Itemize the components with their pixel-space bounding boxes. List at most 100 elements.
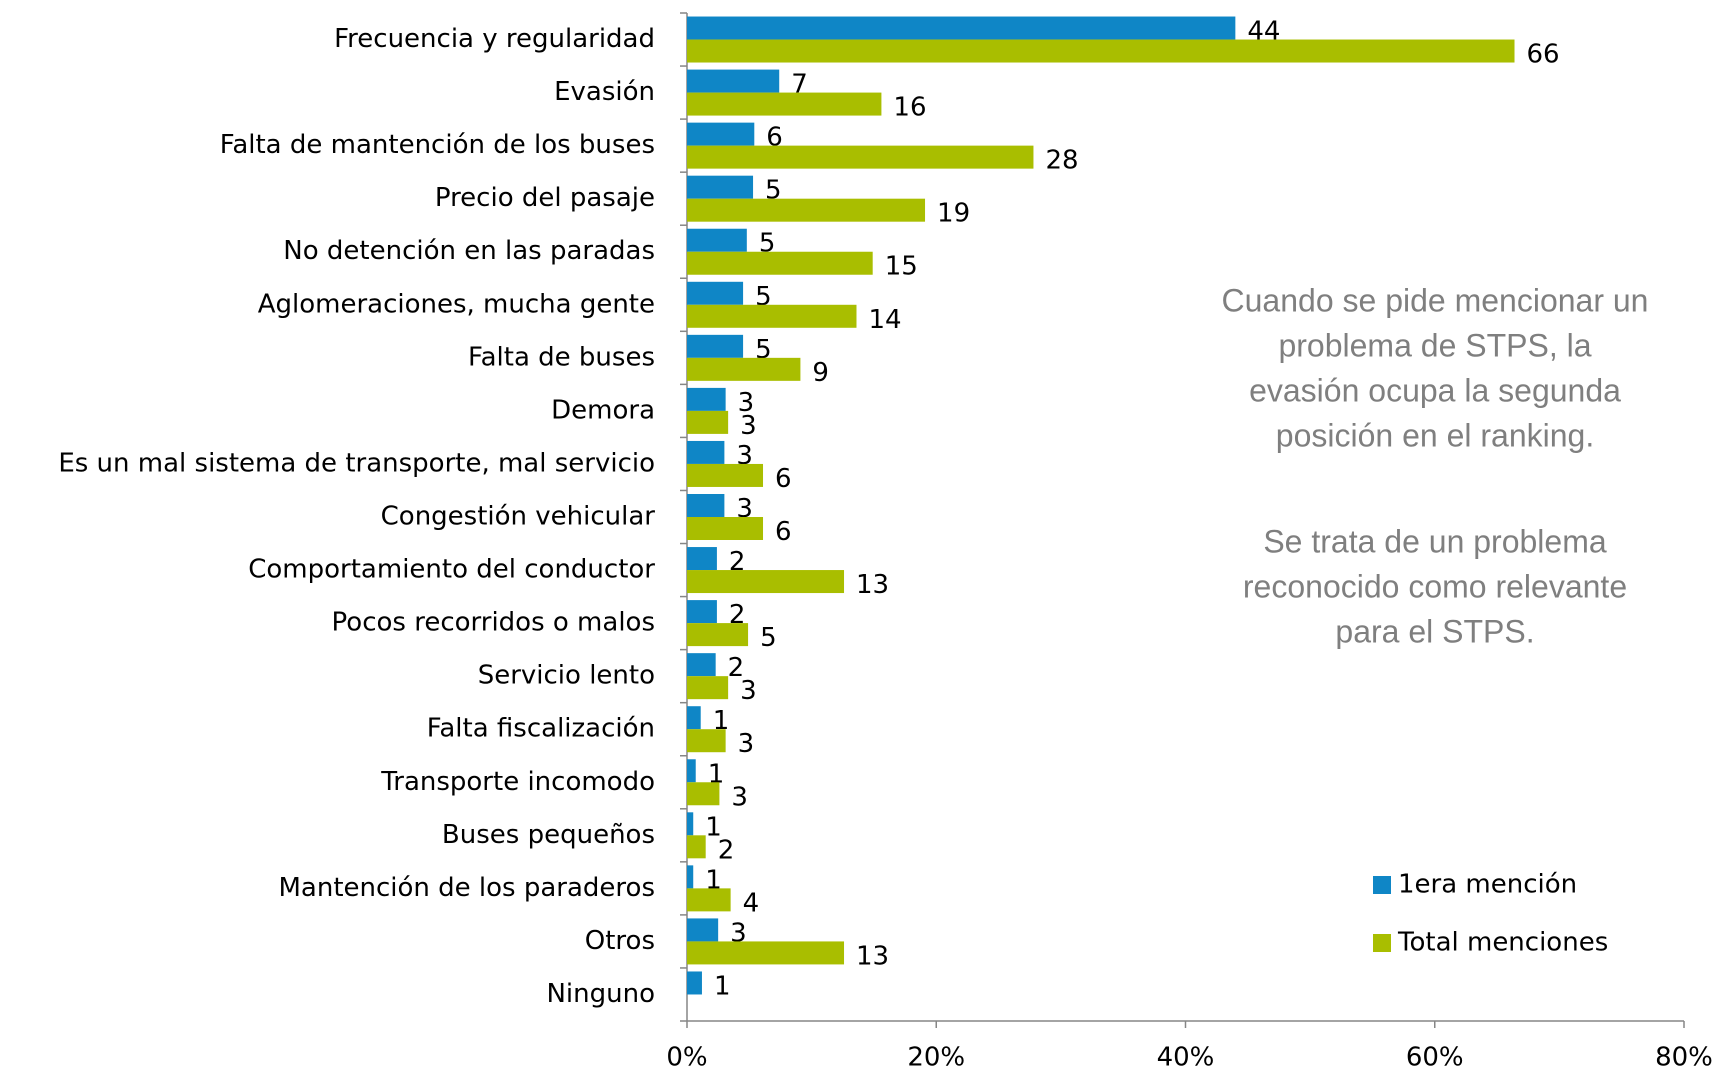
- category-label: Buses pequeños: [442, 820, 655, 850]
- category-label: Ninguno: [546, 979, 655, 1009]
- category-label: Demora: [551, 395, 655, 425]
- value-label: 5: [760, 623, 777, 653]
- bar: [687, 623, 749, 647]
- category-label: Falta de mantención de los buses: [220, 130, 655, 160]
- value-label: 9: [812, 358, 829, 388]
- bar: [687, 16, 1236, 40]
- value-label: 3: [731, 782, 748, 812]
- value-label: 4: [743, 888, 760, 918]
- category-label: Falta de buses: [468, 342, 655, 372]
- value-label: 5: [765, 176, 782, 206]
- bar: [687, 69, 780, 93]
- value-label: 66: [1527, 40, 1560, 70]
- category-label: No detención en las paradas: [283, 236, 655, 266]
- value-label: 1: [713, 706, 730, 736]
- value-label: 6: [775, 464, 792, 494]
- bar: [687, 198, 926, 222]
- annotation: para el STPS.: [1335, 613, 1534, 649]
- x-tick-label: 80%: [1655, 1043, 1713, 1068]
- legend-label: Total menciones: [1397, 928, 1608, 958]
- legend-label: 1era mención: [1398, 870, 1577, 900]
- category-label: Evasión: [554, 77, 655, 107]
- bar: [687, 39, 1515, 63]
- category-label: Aglomeraciones, mucha gente: [258, 289, 655, 319]
- category-label: Precio del pasaje: [435, 183, 655, 213]
- value-label: 5: [755, 282, 772, 312]
- bar: [687, 570, 845, 594]
- bar: [687, 812, 694, 836]
- value-label: 1: [705, 865, 722, 895]
- value-label: 2: [728, 653, 745, 683]
- value-label: 1: [714, 971, 731, 1001]
- bar: [687, 706, 701, 730]
- legend-swatch: [1373, 876, 1391, 894]
- value-label: 19: [937, 199, 970, 229]
- bar: [687, 865, 694, 889]
- bar: [687, 228, 747, 252]
- bar: [687, 145, 1034, 169]
- bar: [687, 440, 725, 464]
- bar: [687, 92, 882, 116]
- value-label: 3: [740, 676, 757, 706]
- category-label: Congestión vehicular: [381, 502, 656, 532]
- bar: [687, 600, 717, 624]
- value-label: 2: [729, 547, 746, 577]
- bar: [687, 251, 873, 275]
- bar: [687, 304, 857, 328]
- bar: [687, 334, 744, 358]
- bar: [687, 517, 764, 540]
- bar: [687, 759, 696, 783]
- category-label: Otros: [585, 926, 655, 956]
- category-label: Transporte incomodo: [380, 767, 655, 797]
- bar: [687, 729, 726, 753]
- x-tick-label: 60%: [1406, 1043, 1464, 1068]
- bar: [687, 653, 716, 677]
- value-label: 5: [759, 229, 776, 259]
- bar: [687, 494, 725, 517]
- category-label: Falta fiscalización: [427, 714, 655, 744]
- value-label: 5: [755, 335, 772, 365]
- value-label: 13: [856, 570, 889, 600]
- bar: [687, 281, 744, 305]
- x-tick-label: 20%: [907, 1043, 965, 1068]
- bar: [687, 941, 845, 965]
- x-tick-label: 0%: [666, 1043, 707, 1068]
- value-label: 3: [736, 494, 753, 524]
- value-label: 28: [1045, 146, 1078, 176]
- annotation: evasión ocupa la segunda: [1249, 372, 1621, 408]
- category-label: Mantención de los paraderos: [278, 873, 655, 903]
- annotation: Cuando se pide mencionar un: [1222, 282, 1649, 318]
- value-label: 1: [705, 812, 722, 842]
- value-label: 3: [730, 918, 747, 948]
- bar: [687, 888, 731, 912]
- bar: [687, 547, 717, 571]
- category-label: Frecuencia y regularidad: [334, 24, 655, 54]
- category-label: Comportamiento del conductor: [248, 555, 655, 585]
- bar: [687, 175, 754, 199]
- category-label: Es un mal sistema de transporte, mal ser…: [58, 448, 655, 478]
- value-label: 2: [729, 600, 746, 630]
- annotation: reconocido como relevante: [1243, 568, 1627, 604]
- value-label: 15: [885, 252, 918, 282]
- bar: [687, 410, 729, 434]
- value-label: 13: [856, 941, 889, 971]
- annotation: posición en el ranking.: [1276, 417, 1594, 453]
- bar: [687, 463, 764, 487]
- category-label: Pocos recorridos o malos: [332, 608, 655, 638]
- bar: [687, 387, 726, 411]
- annotation: problema de STPS, la: [1278, 327, 1591, 363]
- value-label: 3: [740, 411, 757, 441]
- value-label: 14: [868, 305, 901, 335]
- value-label: 6: [775, 517, 792, 547]
- value-label: 3: [736, 441, 753, 471]
- bar: [687, 357, 801, 381]
- bar: [687, 782, 720, 806]
- bar: [687, 122, 755, 146]
- value-label: 2: [718, 835, 735, 865]
- value-label: 3: [738, 388, 755, 418]
- category-label: Servicio lento: [478, 661, 655, 691]
- value-label: 3: [738, 729, 755, 759]
- value-label: 16: [893, 93, 926, 123]
- value-label: 1: [708, 759, 725, 789]
